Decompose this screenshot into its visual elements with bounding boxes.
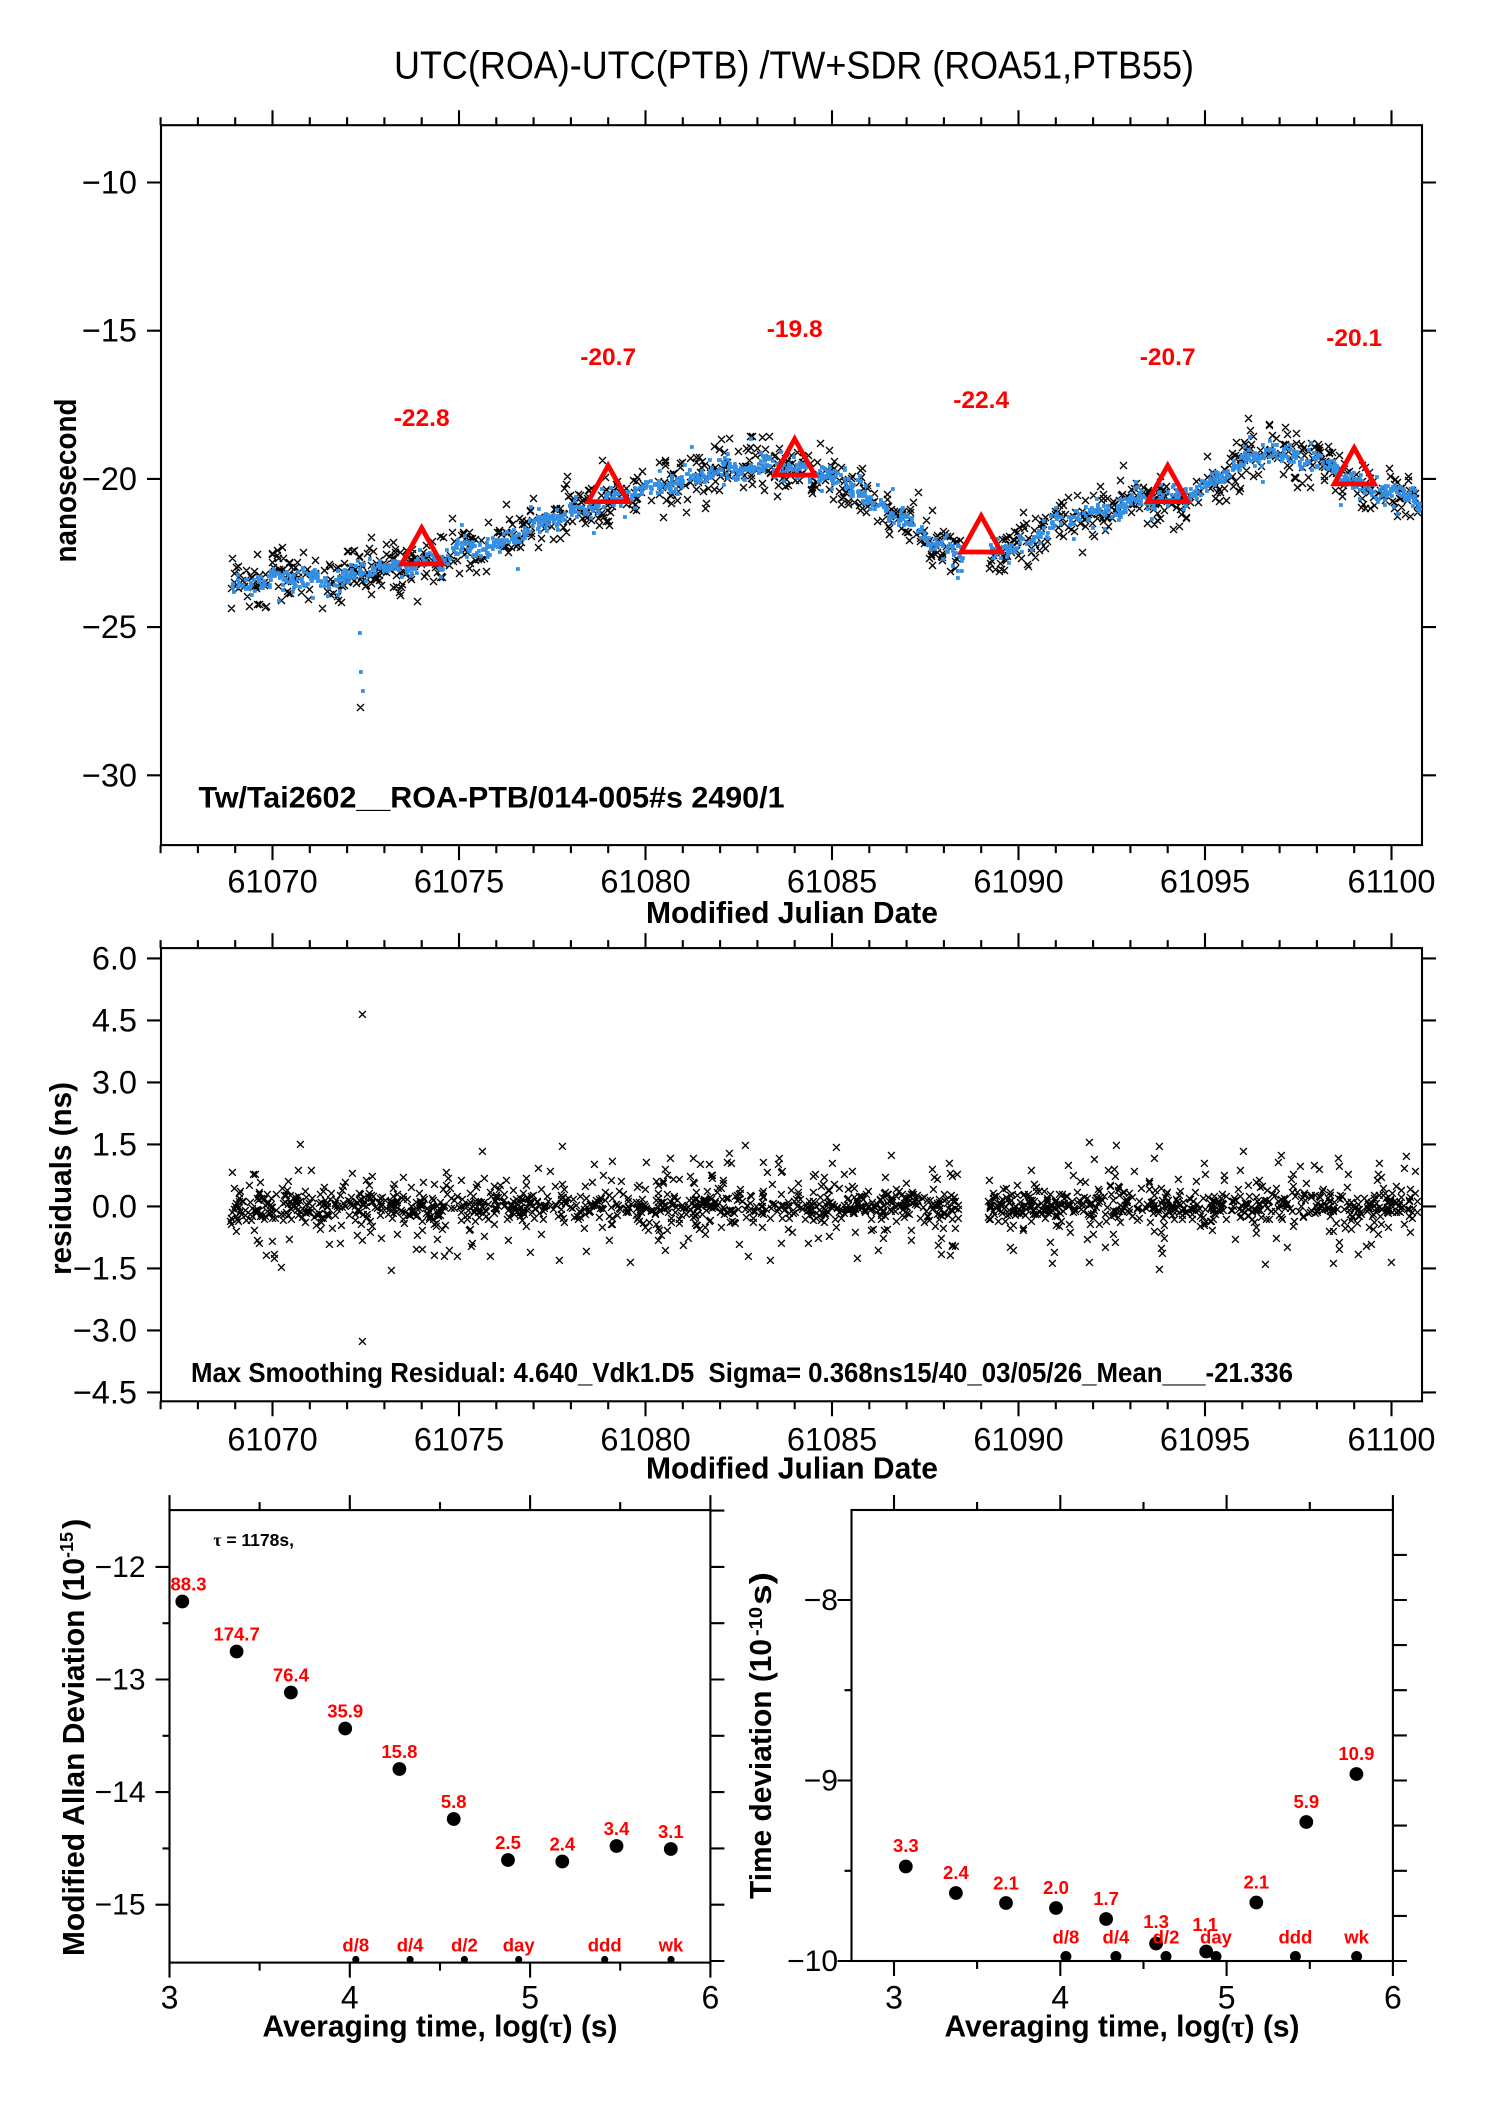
svg-text:−30: −30 xyxy=(82,757,137,793)
svg-text:2.5: 2.5 xyxy=(495,1832,521,1853)
svg-text:61090: 61090 xyxy=(973,864,1063,900)
svg-text:−8: −8 xyxy=(804,1584,838,1617)
svg-text:d/4: d/4 xyxy=(397,1935,424,1956)
svg-text:5: 5 xyxy=(521,1980,539,2016)
svg-text:61100: 61100 xyxy=(1348,1421,1436,1457)
svg-text:−15: −15 xyxy=(82,313,137,349)
svg-text:-20.7: -20.7 xyxy=(1140,344,1196,371)
svg-text:4: 4 xyxy=(341,1980,359,2016)
svg-text:−12: −12 xyxy=(95,1551,146,1584)
svg-text:1.5: 1.5 xyxy=(92,1126,137,1162)
svg-text:day: day xyxy=(1200,1926,1233,1947)
svg-text:−25: −25 xyxy=(82,609,137,645)
svg-text:2.4: 2.4 xyxy=(943,1862,969,1883)
svg-text:3: 3 xyxy=(885,1980,903,2016)
svg-text:1.7: 1.7 xyxy=(1093,1888,1119,1909)
svg-text:−20: −20 xyxy=(82,461,137,497)
svg-text:): ) xyxy=(56,1519,91,1529)
svg-text:Modified Allan Deviation (10: Modified Allan Deviation (10 xyxy=(56,1558,91,1956)
svg-text:-19.8: -19.8 xyxy=(767,316,823,343)
svg-text:s): s) xyxy=(743,1572,778,1605)
svg-text:88.3: 88.3 xyxy=(171,1574,207,1595)
svg-text:3.1: 3.1 xyxy=(658,1821,684,1842)
svg-text:2.1: 2.1 xyxy=(1243,1872,1269,1893)
svg-text:61080: 61080 xyxy=(600,1421,690,1457)
svg-text:-15: -15 xyxy=(57,1532,77,1558)
svg-text:61075: 61075 xyxy=(414,864,504,900)
svg-text:wk: wk xyxy=(1343,1926,1369,1947)
svg-text:d/2: d/2 xyxy=(1153,1926,1180,1947)
svg-text:0.0: 0.0 xyxy=(92,1188,137,1224)
svg-text:61080: 61080 xyxy=(600,864,690,900)
svg-text:61085: 61085 xyxy=(787,864,877,900)
svg-text:1.1: 1.1 xyxy=(1192,1914,1218,1935)
svg-text:5: 5 xyxy=(1218,1980,1236,2016)
svg-text:−10: −10 xyxy=(787,1945,838,1978)
svg-text:61095: 61095 xyxy=(1160,864,1250,900)
svg-text:174.7: 174.7 xyxy=(213,1624,259,1645)
svg-text:d/2: d/2 xyxy=(451,1935,478,1956)
svg-text:d/8: d/8 xyxy=(1053,1926,1080,1947)
svg-text:−4.5: −4.5 xyxy=(73,1374,137,1410)
svg-text:−14: −14 xyxy=(95,1776,146,1809)
svg-text:nanosecond: nanosecond xyxy=(48,399,83,563)
svg-text:35.9: 35.9 xyxy=(327,1701,363,1722)
svg-text:d/8: d/8 xyxy=(342,1935,369,1956)
svg-text:4: 4 xyxy=(1051,1980,1069,2016)
svg-text:76.4: 76.4 xyxy=(273,1665,310,1686)
svg-text:3.4: 3.4 xyxy=(604,1818,630,1839)
svg-text:10.9: 10.9 xyxy=(1338,1743,1374,1764)
svg-text:5.8: 5.8 xyxy=(441,1791,467,1812)
svg-text:-20.1: -20.1 xyxy=(1326,325,1382,352)
svg-text:residuals (ns): residuals (ns) xyxy=(43,1082,78,1275)
svg-text:3: 3 xyxy=(161,1980,179,2016)
svg-text:1.3: 1.3 xyxy=(1143,1911,1169,1932)
svg-text:−3.0: −3.0 xyxy=(73,1312,137,1348)
svg-text:Modified Julian Date: Modified Julian Date xyxy=(646,1451,938,1486)
svg-text:Max Smoothing Residual: 4.640_: Max Smoothing Residual: 4.640_Vdk1.D5 Si… xyxy=(191,1357,1293,1388)
svg-text:d/4: d/4 xyxy=(1103,1926,1130,1947)
svg-text:15.8: 15.8 xyxy=(381,1741,417,1762)
svg-text:61100: 61100 xyxy=(1348,864,1436,900)
svg-text:−10: −10 xyxy=(82,165,137,201)
svg-text:3.3: 3.3 xyxy=(893,1835,919,1856)
svg-text:3.0: 3.0 xyxy=(92,1064,137,1100)
svg-text:2.4: 2.4 xyxy=(549,1834,575,1855)
svg-text:61095: 61095 xyxy=(1160,1421,1250,1457)
svg-text:Tw/Tai2602__ROA-PTB/014-005#s: Tw/Tai2602__ROA-PTB/014-005#s 2490/1 xyxy=(199,782,785,815)
svg-text:Averaging time, log(τ) (s): Averaging time, log(τ) (s) xyxy=(263,2009,618,2044)
svg-text:day: day xyxy=(503,1935,536,1956)
svg-text:τ = 1178s,: τ = 1178s, xyxy=(213,1530,294,1550)
svg-text:5.9: 5.9 xyxy=(1293,1791,1319,1812)
svg-text:wk: wk xyxy=(658,1935,684,1956)
svg-text:−15: −15 xyxy=(95,1889,146,1922)
svg-text:Averaging time, log(τ) (s): Averaging time, log(τ) (s) xyxy=(945,2009,1300,2044)
svg-text:ddd: ddd xyxy=(1278,1926,1312,1947)
svg-text:61075: 61075 xyxy=(414,1421,504,1457)
svg-text:-10: -10 xyxy=(746,1607,766,1636)
svg-text:Time deviation (10: Time deviation (10 xyxy=(743,1639,778,1899)
svg-text:61070: 61070 xyxy=(227,1421,317,1457)
svg-text:6: 6 xyxy=(702,1980,720,2016)
svg-text:Modified Julian Date: Modified Julian Date xyxy=(646,895,938,930)
svg-text:-20.7: -20.7 xyxy=(580,344,636,371)
svg-text:61085: 61085 xyxy=(787,1421,877,1457)
svg-text:-22.4: -22.4 xyxy=(953,387,1009,414)
svg-text:UTC(ROA)-UTC(PTB) /TW+SDR (R: UTC(ROA)-UTC(PTB) /TW+SDR (ROA51,PTB55) xyxy=(394,45,1194,88)
svg-text:−13: −13 xyxy=(95,1664,146,1697)
svg-text:ddd: ddd xyxy=(588,1935,622,1956)
svg-text:−1.5: −1.5 xyxy=(73,1250,137,1286)
svg-text:−9: −9 xyxy=(804,1765,838,1798)
svg-text:6.0: 6.0 xyxy=(92,940,137,976)
svg-text:2.0: 2.0 xyxy=(1043,1877,1069,1898)
svg-text:6: 6 xyxy=(1384,1980,1402,2016)
svg-text:-22.8: -22.8 xyxy=(394,405,450,432)
svg-text:61070: 61070 xyxy=(227,864,317,900)
svg-text:61090: 61090 xyxy=(973,1421,1063,1457)
svg-text:4.5: 4.5 xyxy=(92,1002,137,1038)
svg-text:2.1: 2.1 xyxy=(993,1873,1019,1894)
